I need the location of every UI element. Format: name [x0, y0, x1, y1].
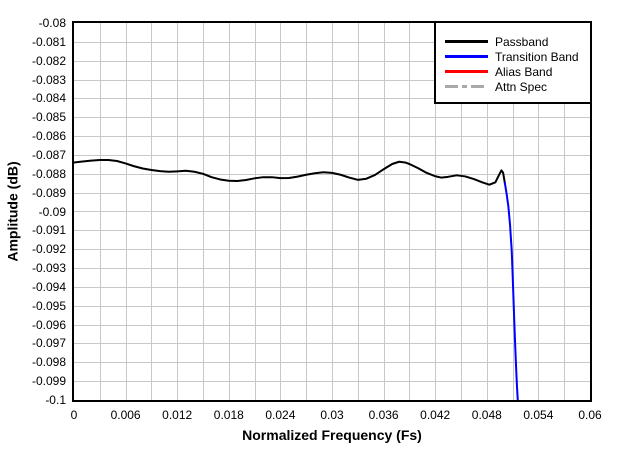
y-tick-label: -0.088 [31, 166, 66, 181]
x-tick-label: 0.06 [578, 408, 602, 422]
y-tick-label: -0.097 [31, 336, 66, 351]
y-tick-label: -0.082 [31, 53, 66, 68]
y-tick-label: -0.081 [31, 34, 66, 49]
legend-item-transition-band: Transition Band [436, 49, 590, 64]
transition-curve [503, 182, 519, 400]
y-tick-label: -0.087 [31, 147, 66, 162]
legend-item-passband: Passband [436, 34, 590, 49]
x-tick-label: 0.042 [420, 408, 451, 422]
legend-label-transition-band: Transition Band [495, 49, 579, 64]
y-tick-label: -0.096 [31, 317, 66, 332]
y-tick-label: -0.099 [31, 374, 66, 389]
x-tick-label: 0.024 [265, 408, 296, 422]
legend: Passband Transition Band Alias Band Attn… [434, 21, 592, 104]
y-tick-label: -0.095 [31, 298, 66, 313]
legend-label-attn-spec: Attn Spec [495, 79, 548, 94]
x-tick-label: 0.054 [523, 408, 554, 422]
transition-band-line-icon [445, 55, 488, 58]
y-tick-label: -0.083 [31, 72, 66, 87]
x-tick-label: 0.018 [213, 408, 244, 422]
x-tick-label: 0.036 [368, 408, 399, 422]
legend-label-passband: Passband [495, 34, 549, 49]
x-axis-title: Normalized Frequency (Fs) [242, 427, 422, 443]
x-tick-label: 0 [70, 408, 78, 422]
grid [74, 23, 590, 400]
y-tick-label: -0.093 [31, 261, 66, 276]
x-tick-label: 0.03 [320, 408, 344, 422]
y-tick-label: -0.085 [31, 110, 66, 125]
y-tick-label: -0.086 [31, 129, 66, 144]
x-tick-label: 0.006 [110, 408, 141, 422]
y-tick-label: -0.098 [31, 355, 66, 370]
y-tick-label: -0.092 [31, 242, 66, 257]
alias-band-line-icon [445, 70, 488, 73]
legend-label-alias-band: Alias Band [495, 64, 553, 79]
attn-spec-line-icon [445, 85, 488, 88]
x-tick-label: 0.048 [471, 408, 502, 422]
y-tick-label: -0.094 [31, 279, 66, 294]
x-tick-label: 0.012 [162, 408, 193, 422]
y-tick-label: -0.089 [31, 185, 66, 200]
y-tick-label: -0.09 [38, 204, 66, 219]
legend-item-alias-band: Alias Band [436, 64, 590, 79]
legend-item-attn-spec: Attn Spec [436, 79, 590, 94]
plot-canvas [74, 23, 590, 400]
passband-curve [74, 159, 506, 186]
y-tick-label: -0.084 [31, 91, 66, 106]
passband-line-icon [445, 40, 488, 43]
y-tick-label: -0.091 [31, 223, 66, 238]
y-tick-label: -0.08 [38, 16, 66, 30]
y-tick-label: -0.1 [45, 393, 66, 407]
